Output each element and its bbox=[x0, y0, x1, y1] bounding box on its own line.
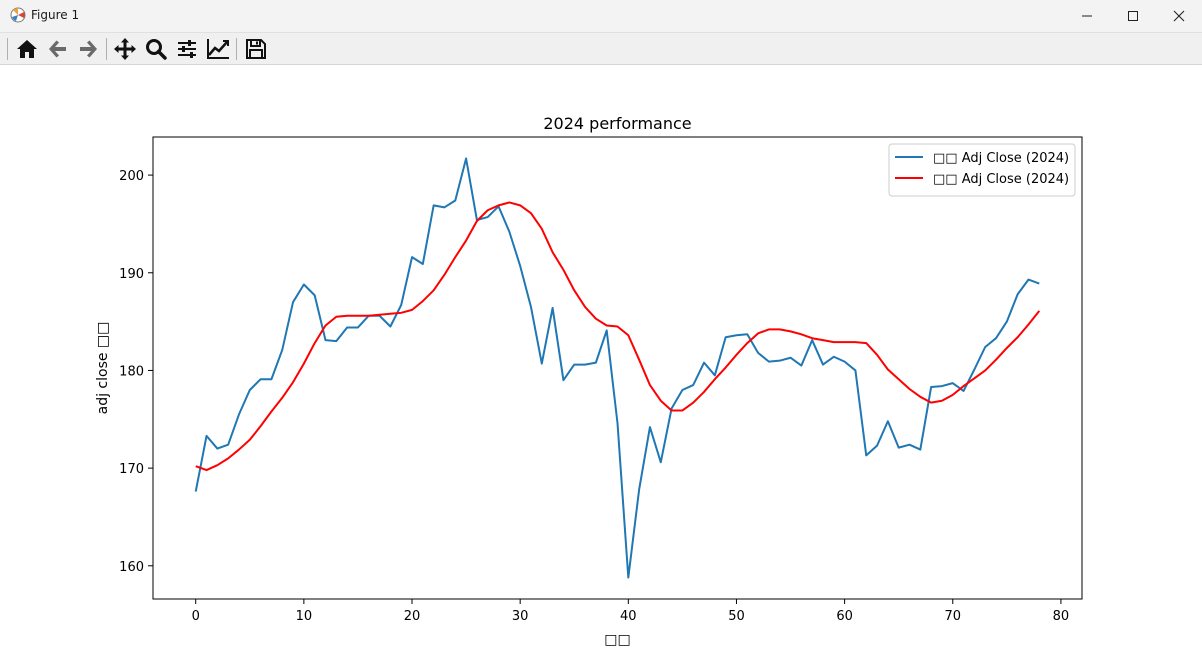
navigation-toolbar bbox=[0, 33, 1202, 65]
figure-canvas[interactable]: 0 10 20 30 40 50 60 70 80 160 170 180 190 200 2024 per… bbox=[0, 65, 1202, 665]
x-tick-label: 70 bbox=[944, 609, 961, 624]
y-tick-label: 160 bbox=[119, 560, 144, 575]
matplotlib-icon bbox=[10, 7, 26, 23]
y-axis-label: adj close □□ bbox=[95, 322, 111, 415]
window-edge bbox=[0, 65, 2, 665]
back-arrow-icon bbox=[49, 40, 66, 58]
configure-subplots-button[interactable] bbox=[173, 35, 201, 63]
legend-box bbox=[888, 143, 1076, 197]
toolbar-separator bbox=[106, 38, 107, 60]
pan-button[interactable] bbox=[111, 35, 139, 63]
window-title: Figure 1 bbox=[31, 8, 80, 22]
y-tick-label: 190 bbox=[119, 267, 144, 282]
pan-move-icon bbox=[114, 38, 136, 60]
home-icon bbox=[17, 40, 37, 58]
series-line-1 bbox=[194, 157, 1040, 579]
close-icon bbox=[1173, 10, 1185, 22]
chart-svg: 0 10 20 30 40 50 60 70 80 160 170 180 190 200 2024 per… bbox=[95, 114, 1083, 648]
edit-axis-icon bbox=[207, 39, 229, 59]
zoom-magnifier-icon bbox=[146, 39, 167, 60]
minimize-button[interactable] bbox=[1064, 0, 1110, 32]
home-button[interactable] bbox=[13, 35, 41, 63]
legend-label-2: □□ Adj Close (2024) bbox=[933, 172, 1069, 187]
forward-arrow-icon bbox=[80, 40, 97, 58]
y-tick-label: 200 bbox=[119, 169, 144, 184]
close-button[interactable] bbox=[1156, 0, 1202, 32]
toolbar-separator bbox=[236, 38, 237, 60]
configure-subplots-icon bbox=[178, 40, 196, 58]
x-tick-label: 0 bbox=[192, 609, 200, 624]
x-tick-label: 80 bbox=[1053, 609, 1070, 624]
x-tick-label: 50 bbox=[728, 609, 745, 624]
x-tick-label: 40 bbox=[620, 609, 637, 624]
chart-title: 2024 performance bbox=[543, 114, 691, 133]
save-button[interactable] bbox=[242, 35, 270, 63]
back-button[interactable] bbox=[44, 35, 72, 63]
plot-background bbox=[153, 137, 1082, 599]
series-line-2 bbox=[195, 201, 1041, 472]
forward-button[interactable] bbox=[74, 35, 102, 63]
x-tick-label: 30 bbox=[512, 609, 529, 624]
save-floppy-icon bbox=[246, 39, 266, 59]
x-tick-label: 60 bbox=[836, 609, 853, 624]
x-tick-label: 10 bbox=[296, 609, 313, 624]
toolbar-grip bbox=[7, 38, 8, 60]
zoom-button[interactable] bbox=[142, 35, 170, 63]
y-tick-label: 170 bbox=[119, 462, 144, 477]
x-tick-label: 20 bbox=[404, 609, 421, 624]
edit-axis-button[interactable] bbox=[204, 35, 232, 63]
y-tick-label: 180 bbox=[119, 364, 144, 379]
maximize-icon bbox=[1128, 11, 1138, 21]
plot-frame bbox=[152, 136, 1083, 600]
title-bar[interactable]: Figure 1 bbox=[0, 0, 1202, 33]
legend-label-1: □□ Adj Close (2024) bbox=[933, 151, 1069, 166]
maximize-button[interactable] bbox=[1110, 0, 1156, 32]
x-axis-label: □□ bbox=[604, 632, 630, 648]
minimize-icon bbox=[1082, 15, 1092, 17]
